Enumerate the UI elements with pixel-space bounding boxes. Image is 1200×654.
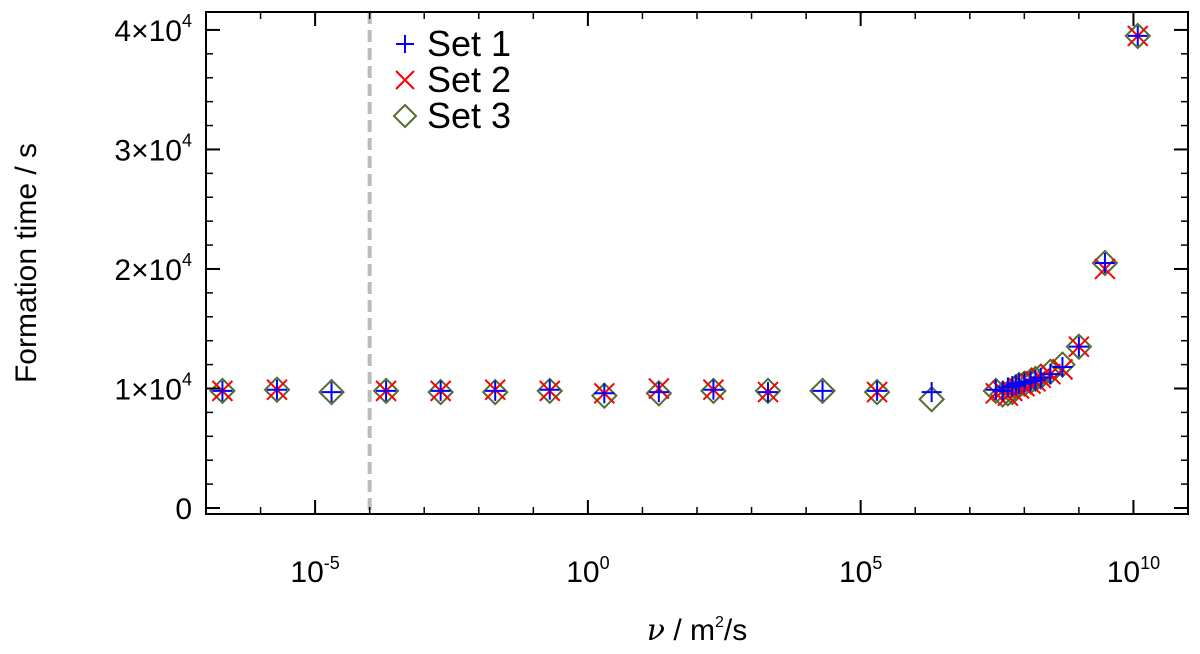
x-tick-label: 1010 <box>1107 553 1160 589</box>
data-point <box>757 382 778 403</box>
data-point <box>485 380 506 401</box>
data-point <box>700 377 727 405</box>
data-point <box>918 385 946 413</box>
data-point <box>997 377 1018 398</box>
legend-marker <box>395 70 415 90</box>
data-point <box>1127 25 1148 46</box>
data-point <box>754 377 782 405</box>
x-tick-label: 105 <box>839 553 882 589</box>
data-point <box>1020 371 1041 392</box>
y-tick-label: 3×104 <box>114 130 192 167</box>
data-point <box>427 378 455 406</box>
data-point <box>1068 336 1089 357</box>
x-axis-unit-sup: 2 <box>715 614 724 631</box>
data-point <box>1052 356 1073 377</box>
y-tick-label: 1×104 <box>114 370 192 407</box>
y-tick-label: 2×104 <box>114 250 192 287</box>
data-point <box>867 380 888 401</box>
plot-frame <box>205 11 1189 515</box>
x-tick-label: 100 <box>566 553 609 589</box>
y-tick-label: 0 <box>175 493 192 526</box>
data-point <box>1065 333 1093 361</box>
data-point <box>318 378 345 406</box>
legend-item: Set 1 <box>396 23 511 64</box>
data-point <box>1005 374 1026 395</box>
data-point <box>209 377 236 405</box>
legend-item: Set 2 <box>395 59 511 100</box>
data-point <box>372 377 400 405</box>
data-point <box>992 380 1013 401</box>
y-tick-label: 4×104 <box>114 11 192 48</box>
data-point <box>1124 22 1152 50</box>
data-point <box>1094 253 1115 273</box>
data-point <box>536 377 564 405</box>
data-point <box>1025 370 1046 391</box>
series-3 <box>209 22 1152 413</box>
data-point <box>263 376 291 404</box>
data-point <box>812 380 833 401</box>
data-point <box>590 382 618 410</box>
data-point <box>376 380 397 401</box>
data-point <box>809 377 836 405</box>
data-point <box>539 379 560 400</box>
data-point <box>430 380 451 401</box>
data-point <box>703 379 724 400</box>
data-point <box>921 382 942 403</box>
x-tick-label: 10-5 <box>290 553 339 589</box>
legend-item: Set 3 <box>392 95 511 136</box>
data-point <box>645 379 673 407</box>
series-2 <box>211 25 1149 407</box>
data-point <box>481 378 509 406</box>
x-axis-title: ν / m2/s <box>647 613 748 648</box>
data-point <box>863 378 891 406</box>
data-point <box>648 382 669 403</box>
data-point <box>594 383 615 404</box>
data-point <box>1030 367 1051 388</box>
data-point <box>321 382 342 403</box>
data-point <box>212 380 233 401</box>
data-point <box>1091 249 1119 277</box>
x-axis-unit: / m <box>665 614 715 647</box>
x-axis-symbol: ν <box>647 613 665 648</box>
legend-label: Set 3 <box>427 95 511 136</box>
data-point <box>266 379 287 400</box>
legend-marker <box>392 103 418 129</box>
legend-label: Set 1 <box>427 23 511 64</box>
x-axis-unit-suffix: /s <box>724 614 747 647</box>
legend-label: Set 2 <box>427 59 511 100</box>
series-1 <box>212 25 1148 404</box>
y-axis-title: Formation time / s <box>10 143 43 383</box>
data-point <box>1009 373 1030 394</box>
legend-marker <box>396 35 414 53</box>
data-point <box>1040 364 1061 385</box>
